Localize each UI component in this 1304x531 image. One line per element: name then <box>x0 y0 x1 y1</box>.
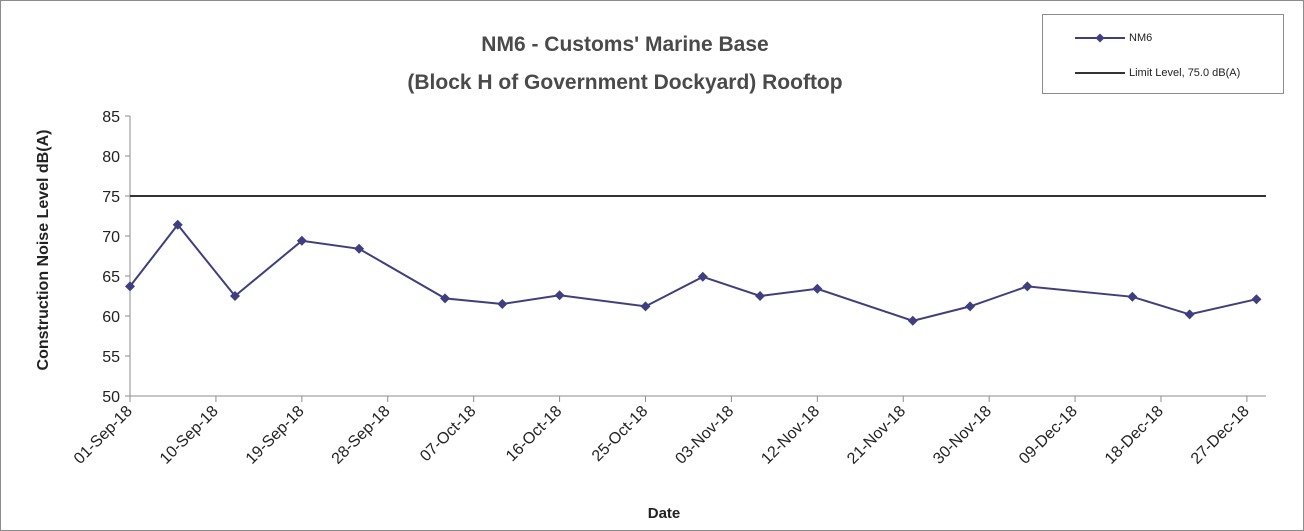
x-tick-label: 28-Sep-18 <box>329 403 394 468</box>
y-tick-label: 55 <box>102 349 120 366</box>
x-tick-label: 18-Dec-18 <box>1102 403 1167 468</box>
nm6-data-point <box>697 271 708 282</box>
chart-subtitle: (Block H of Government Dockyard) Rooftop <box>407 71 843 94</box>
nm6-data-point <box>172 219 183 230</box>
x-tick-label: 25-Oct-18 <box>589 403 651 465</box>
legend-label-limit-level: Limit Level, 75.0 dB(A) <box>1129 67 1241 79</box>
nm6-data-point <box>1184 309 1195 320</box>
y-axis-label: Construction Noise Level dB(A) <box>35 129 52 371</box>
nm6-data-point <box>354 243 365 254</box>
legend-label-nm6: NM6 <box>1129 32 1153 44</box>
x-tick-label: 03-Nov-18 <box>672 403 737 468</box>
legend-marker-limit-level <box>1075 72 1125 74</box>
x-tick-label: 30-Nov-18 <box>930 403 995 468</box>
y-tick-label: 85 <box>102 109 120 126</box>
chart-title: NM6 - Customs' Marine Base <box>481 33 769 56</box>
y-tick-label: 65 <box>102 269 120 286</box>
x-tick-label: 01-Sep-18 <box>71 403 136 468</box>
legend-marker-nm6 <box>1075 33 1125 43</box>
nm6-data-point <box>965 301 976 312</box>
nm6-data-point <box>230 291 241 301</box>
legend-item-limit-level: Limit Level, 75.0 dB(A) <box>1075 65 1240 81</box>
chart-legend: NM6 Limit Level, 75.0 dB(A) <box>1042 14 1284 94</box>
x-tick-label: 10-Sep-18 <box>157 403 222 468</box>
y-tick-label: 60 <box>102 309 120 326</box>
nm6-data-point <box>640 301 651 312</box>
nm6-data-point <box>1127 291 1138 302</box>
nm6-data-point <box>755 291 766 301</box>
nm6-data-point <box>440 293 451 304</box>
x-tick-label: 21-Nov-18 <box>844 403 909 468</box>
nm6-data-point <box>1022 281 1033 292</box>
y-tick-label: 75 <box>102 189 120 206</box>
nm6-data-point <box>296 235 307 246</box>
x-tick-label: 27-Dec-18 <box>1188 403 1253 468</box>
nm6-data-point <box>497 299 508 309</box>
y-tick-label: 80 <box>102 149 120 166</box>
nm6-data-point <box>554 290 565 301</box>
x-axis-label: Date <box>647 505 681 522</box>
x-tick-label: 19-Sep-18 <box>243 403 308 468</box>
nm6-data-point <box>1251 294 1262 305</box>
nm6-series-line <box>129 223 1257 322</box>
x-tick-label: 09-Dec-18 <box>1016 403 1081 468</box>
nm6-data-point <box>125 281 135 292</box>
y-tick-label: 50 <box>102 389 120 406</box>
nm6-data-point <box>907 315 918 326</box>
x-tick-label: 16-Oct-18 <box>503 403 565 465</box>
x-tick-label: 12-Nov-18 <box>758 403 823 468</box>
nm6-data-point <box>812 283 823 294</box>
legend-item-nm6: NM6 <box>1075 30 1152 46</box>
y-tick-label: 70 <box>102 229 120 246</box>
x-tick-label: 07-Oct-18 <box>417 403 479 465</box>
